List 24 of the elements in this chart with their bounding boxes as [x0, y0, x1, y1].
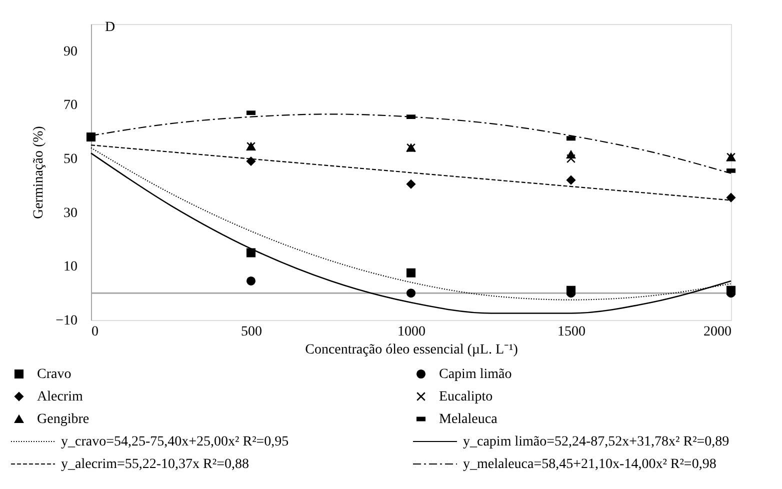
legend-label: Melaleuca: [439, 412, 498, 427]
y-tick-label: 90: [64, 44, 78, 60]
y-tick-label: 30: [64, 206, 78, 221]
legend-label: Cravo: [37, 367, 72, 382]
legend-label: Gengibre: [37, 412, 90, 427]
legend-label: y_capim limão=52,24-87,52x+31,78x² R²=0,89: [463, 434, 730, 450]
x-tick-label: 1500: [558, 324, 586, 340]
x-tick-label: 1000: [398, 324, 426, 340]
y-tick-label: 50: [64, 152, 78, 168]
y-tick-label: 70: [64, 98, 78, 114]
x-tick-label: 0: [92, 324, 98, 340]
legend-label: y_melaleuca=58,45+21,10x-14,00x² R²=0,98: [463, 457, 716, 472]
x-tick-label: 2000: [704, 324, 732, 340]
y-tick-label: −10: [56, 314, 78, 328]
y-axis-title: Germinação (%): [32, 126, 47, 219]
legend-label: y_cravo=54,25-75,40x+25,00x² R²=0,95: [61, 434, 289, 450]
x-tick-label: 500: [241, 324, 262, 340]
legend-label: Capim limão: [439, 367, 512, 382]
annotation: D: [105, 20, 116, 35]
legend-label: y_alecrim=55,22-10,37x R²=0,88: [61, 457, 249, 472]
x-axis-title: Concentração óleo essencial (µL. L⁻¹): [305, 342, 518, 358]
legend-label: Alecrim: [37, 390, 83, 404]
legend-label: Eucalipto: [439, 390, 493, 404]
y-tick-label: 10: [64, 260, 78, 275]
